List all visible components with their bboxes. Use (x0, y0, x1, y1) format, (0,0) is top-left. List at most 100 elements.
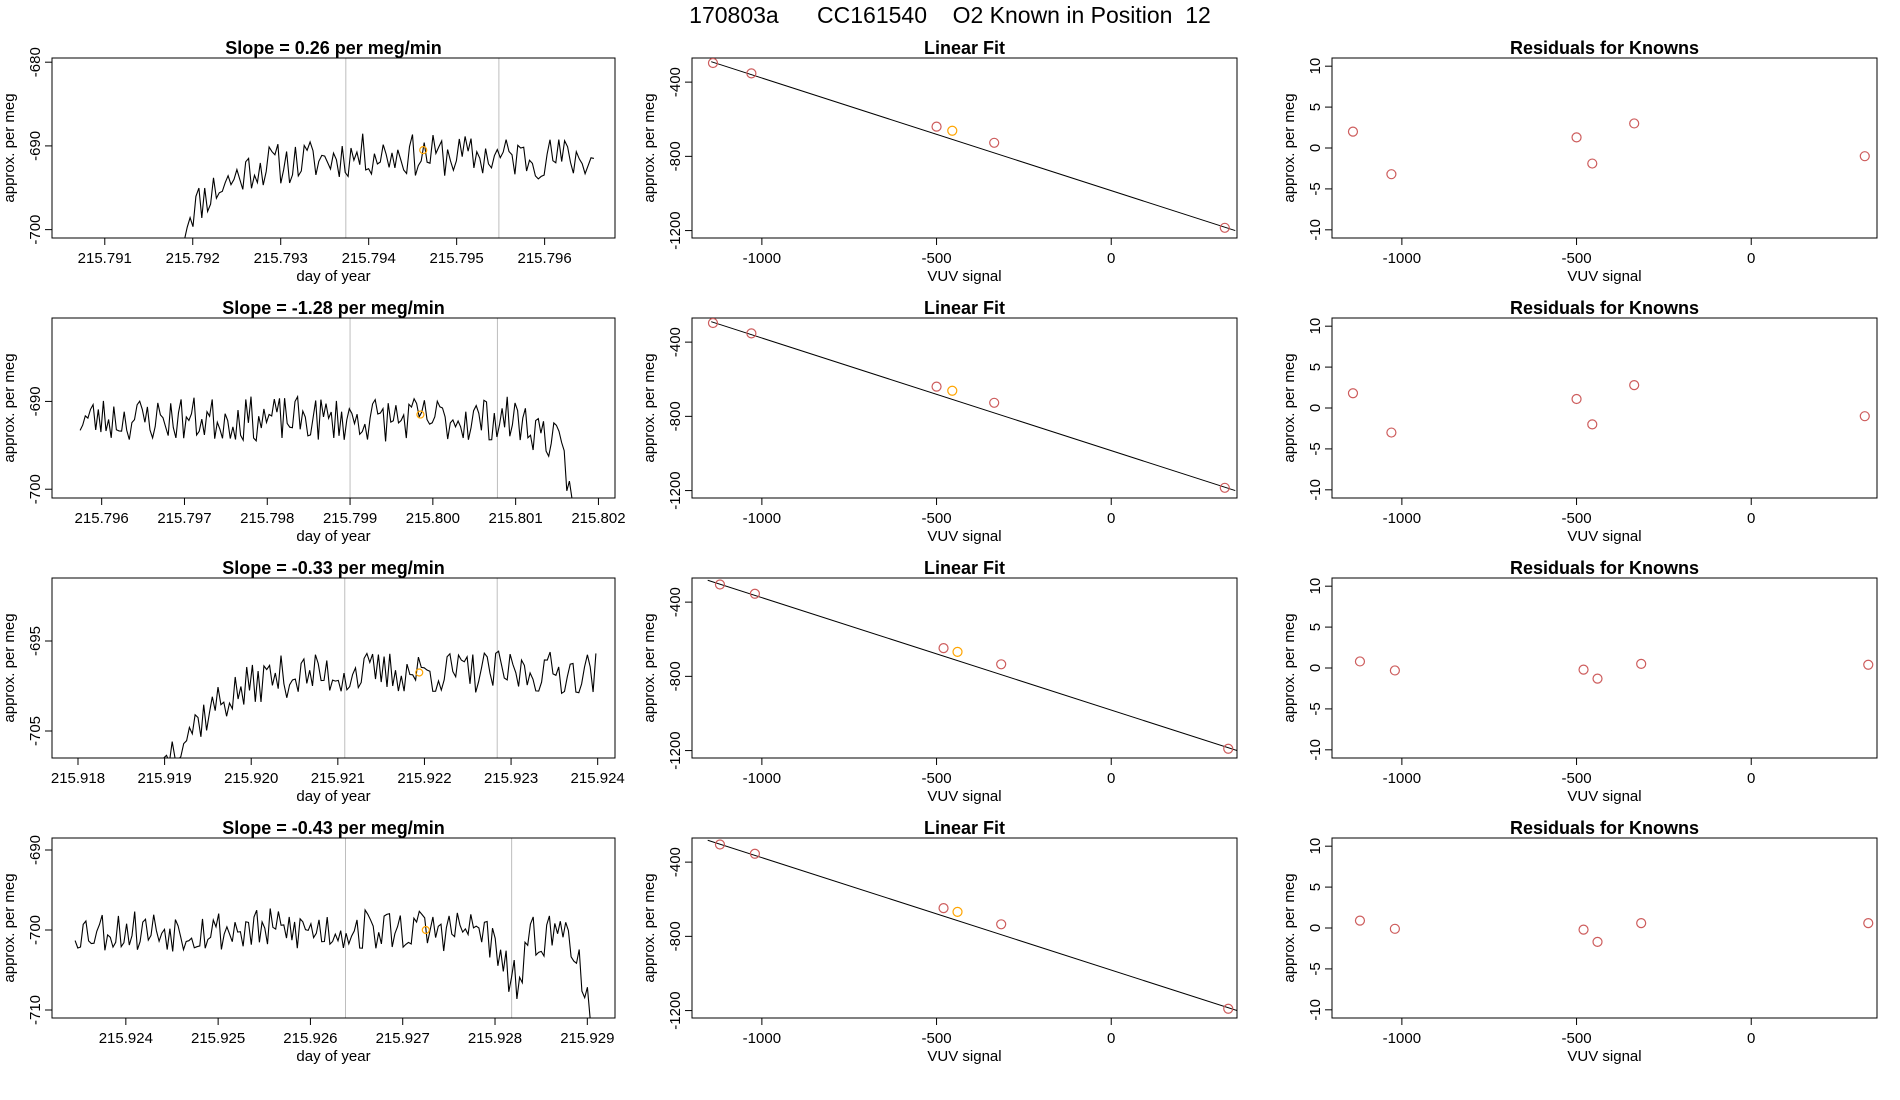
plot-area (707, 318, 1236, 493)
data-trace-line (52, 133, 595, 238)
x-tick-label: -500 (922, 1030, 952, 1047)
y-tick-label: -800 (667, 661, 684, 691)
y-tick-label: 5 (1307, 623, 1324, 631)
y-tick-label: 0 (1307, 144, 1324, 152)
x-tick-label: -500 (1562, 770, 1592, 787)
plot-area (1354, 915, 1874, 948)
y-tick-label: -1200 (667, 471, 684, 509)
x-tick-label: -500 (1562, 510, 1592, 527)
data-point (1859, 411, 1870, 422)
x-tick-label: 215.928 (468, 1030, 522, 1047)
y-tick-label: -695 (27, 626, 44, 656)
x-tick-label: 215.921 (311, 770, 365, 787)
data-point (996, 919, 1007, 930)
data-point (1354, 656, 1366, 667)
x-tick-label: 215.801 (489, 510, 543, 527)
data-point (1386, 427, 1397, 438)
data-point (1629, 379, 1640, 391)
x-tick-label: -1000 (743, 1030, 781, 1047)
y-tick-label: -5 (1307, 702, 1324, 715)
highlight-point (947, 125, 958, 136)
data-point (1386, 169, 1397, 180)
x-tick-label: 215.797 (157, 510, 211, 527)
highlight-point (419, 145, 428, 155)
highlight-point (952, 906, 963, 917)
plot-area (707, 579, 1237, 754)
x-tick-label: 0 (1747, 1030, 1755, 1047)
y-tick-label: -10 (1307, 479, 1324, 501)
data-point (1863, 659, 1874, 670)
fit-line (707, 839, 1237, 1012)
x-tick-label: -1000 (743, 250, 781, 267)
y-axis-label: approx. per meg (1281, 93, 1298, 202)
data-point (1347, 126, 1359, 137)
data-point (749, 588, 760, 599)
y-tick-label: -1200 (667, 211, 684, 249)
x-tick-label: -1000 (1383, 250, 1421, 267)
x-tick-label: 215.929 (560, 1030, 614, 1047)
panel-title: Slope = 0.26 per meg/min (225, 38, 442, 58)
y-tick-label: -800 (667, 921, 684, 951)
x-tick-label: 215.918 (51, 770, 105, 787)
data-point (989, 137, 1000, 148)
y-tick-label: -690 (27, 386, 44, 416)
x-tick-label: 215.924 (571, 770, 625, 787)
x-tick-label: 0 (1107, 1030, 1115, 1047)
x-axis-label: VUV signal (927, 268, 1001, 285)
panel-residuals-row-1: Residuals for Knowns -1000 -500 0 10 5 0 -5 -10 V… (1281, 38, 1878, 285)
y-tick-label: -1200 (667, 991, 684, 1029)
plot-frame (691, 57, 1238, 239)
x-tick-label: 0 (1747, 510, 1755, 527)
panel-title: Residuals for Knowns (1510, 558, 1699, 578)
x-axis-label: day of year (296, 788, 370, 805)
x-tick-label: -500 (922, 510, 952, 527)
fit-line (711, 321, 1236, 492)
panel-linear_fit-row-4: Linear Fit -1000 -500 0 -400 -800 -1200 VUV sig… (641, 818, 1238, 1065)
data-point (714, 579, 726, 590)
fit-line (707, 579, 1237, 752)
y-tick-label: -690 (27, 131, 44, 161)
highlight-point (952, 646, 963, 657)
x-tick-label: -1000 (1383, 770, 1421, 787)
data-point (714, 839, 726, 850)
panel-linear_fit-row-1: Linear Fit -1000 -500 0 -400 -800 -1200 VUV sig… (641, 38, 1238, 285)
x-tick-label: 215.798 (240, 510, 294, 527)
data-point (1859, 151, 1870, 162)
panel-title: Linear Fit (924, 818, 1005, 838)
y-axis-label: approx. per meg (641, 873, 658, 982)
y-tick-label: -700 (27, 915, 44, 945)
x-tick-label: 0 (1107, 770, 1115, 787)
plot-frame (691, 317, 1238, 499)
panel-residuals-row-4: Residuals for Knowns -1000 -500 0 10 5 0 -5 -10 V… (1281, 818, 1878, 1065)
y-tick-label: -400 (667, 847, 684, 877)
plot-frame (51, 577, 616, 759)
data-trace-line (79, 394, 573, 498)
y-axis-label: approx. per meg (1281, 613, 1298, 722)
data-point (1587, 158, 1598, 169)
y-axis-label: approx. per meg (641, 353, 658, 462)
y-tick-label: 10 (1307, 318, 1324, 335)
x-axis-label: VUV signal (1567, 268, 1641, 285)
panel-title: Slope = -0.33 per meg/min (222, 558, 445, 578)
y-axis-label: approx. per meg (1, 353, 18, 462)
data-point (1223, 743, 1234, 754)
x-axis-label: day of year (296, 528, 370, 545)
x-tick-label: -1000 (743, 770, 781, 787)
x-tick-label: 0 (1107, 250, 1115, 267)
y-tick-label: 0 (1307, 664, 1324, 672)
panel-title: Slope = -1.28 per meg/min (222, 298, 445, 318)
y-tick-label: -400 (667, 327, 684, 357)
data-point (1592, 673, 1603, 684)
data-point (1219, 482, 1230, 493)
y-tick-label: -800 (667, 141, 684, 171)
data-point (996, 659, 1007, 670)
x-axis-label: day of year (296, 1048, 370, 1065)
plot-frame (691, 837, 1238, 1019)
data-point (1587, 419, 1598, 430)
highlight-point (947, 385, 958, 396)
y-tick-label: -5 (1307, 182, 1324, 195)
data-point (989, 397, 1000, 408)
x-tick-label: 215.802 (571, 510, 625, 527)
plot-area (74, 908, 591, 1018)
x-axis-label: VUV signal (1567, 1048, 1641, 1065)
